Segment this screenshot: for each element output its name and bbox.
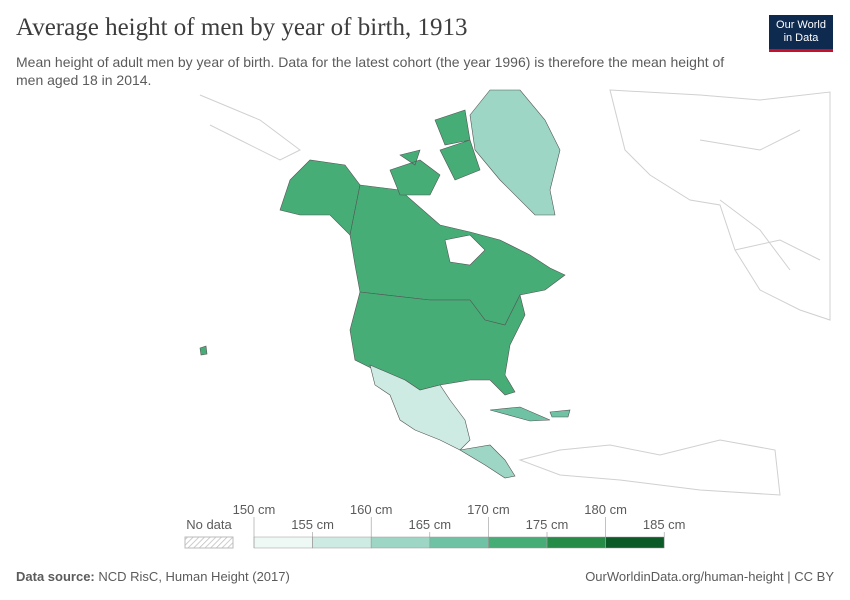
license[interactable]: OurWorldinData.org/human-height | CC BY: [585, 569, 834, 584]
legend-bin: [429, 536, 489, 549]
mexico[interactable]: [369, 364, 471, 451]
legend-label: 175 cm: [526, 517, 569, 532]
other-land: [199, 89, 831, 496]
alaska[interactable]: [279, 159, 361, 236]
cuba[interactable]: [489, 406, 571, 422]
legend-label: 160 cm: [350, 502, 393, 517]
legend-bin: [488, 536, 548, 549]
legend-bin: [253, 536, 313, 549]
arctic-islands[interactable]: [389, 109, 481, 196]
logo[interactable]: Our World in Data: [769, 15, 833, 52]
legend-bin: [546, 536, 606, 549]
title: Average height of men by year of birth, …: [16, 14, 468, 41]
legend-label: 150 cm: [233, 502, 276, 517]
central-america[interactable]: [459, 444, 516, 479]
legend-label: 180 cm: [584, 502, 627, 517]
source-label: Data source:: [16, 569, 95, 584]
subtitle: Mean height of adult men by year of birt…: [16, 54, 725, 88]
hudson-bay: [444, 234, 486, 266]
legend-bin: [312, 536, 372, 549]
legend-label: 170 cm: [467, 502, 510, 517]
logo-text: in Data: [783, 32, 819, 44]
legend-bin: [370, 536, 431, 549]
no-data-label: No data: [186, 517, 232, 532]
hawaii[interactable]: [199, 345, 208, 356]
no-data-swatch: [184, 536, 234, 549]
source-text: NCD RisC, Human Height (2017): [98, 569, 290, 584]
legend-label: 185 cm: [643, 517, 686, 532]
legend-label: 165 cm: [408, 517, 451, 532]
countries: [199, 89, 571, 479]
legend-label: 155 cm: [291, 517, 334, 532]
legend-bin: [605, 536, 665, 549]
logo-text: Our World: [776, 19, 826, 31]
greenland[interactable]: [469, 89, 561, 216]
source: Data source: NCD RisC, Human Height (201…: [16, 569, 290, 584]
